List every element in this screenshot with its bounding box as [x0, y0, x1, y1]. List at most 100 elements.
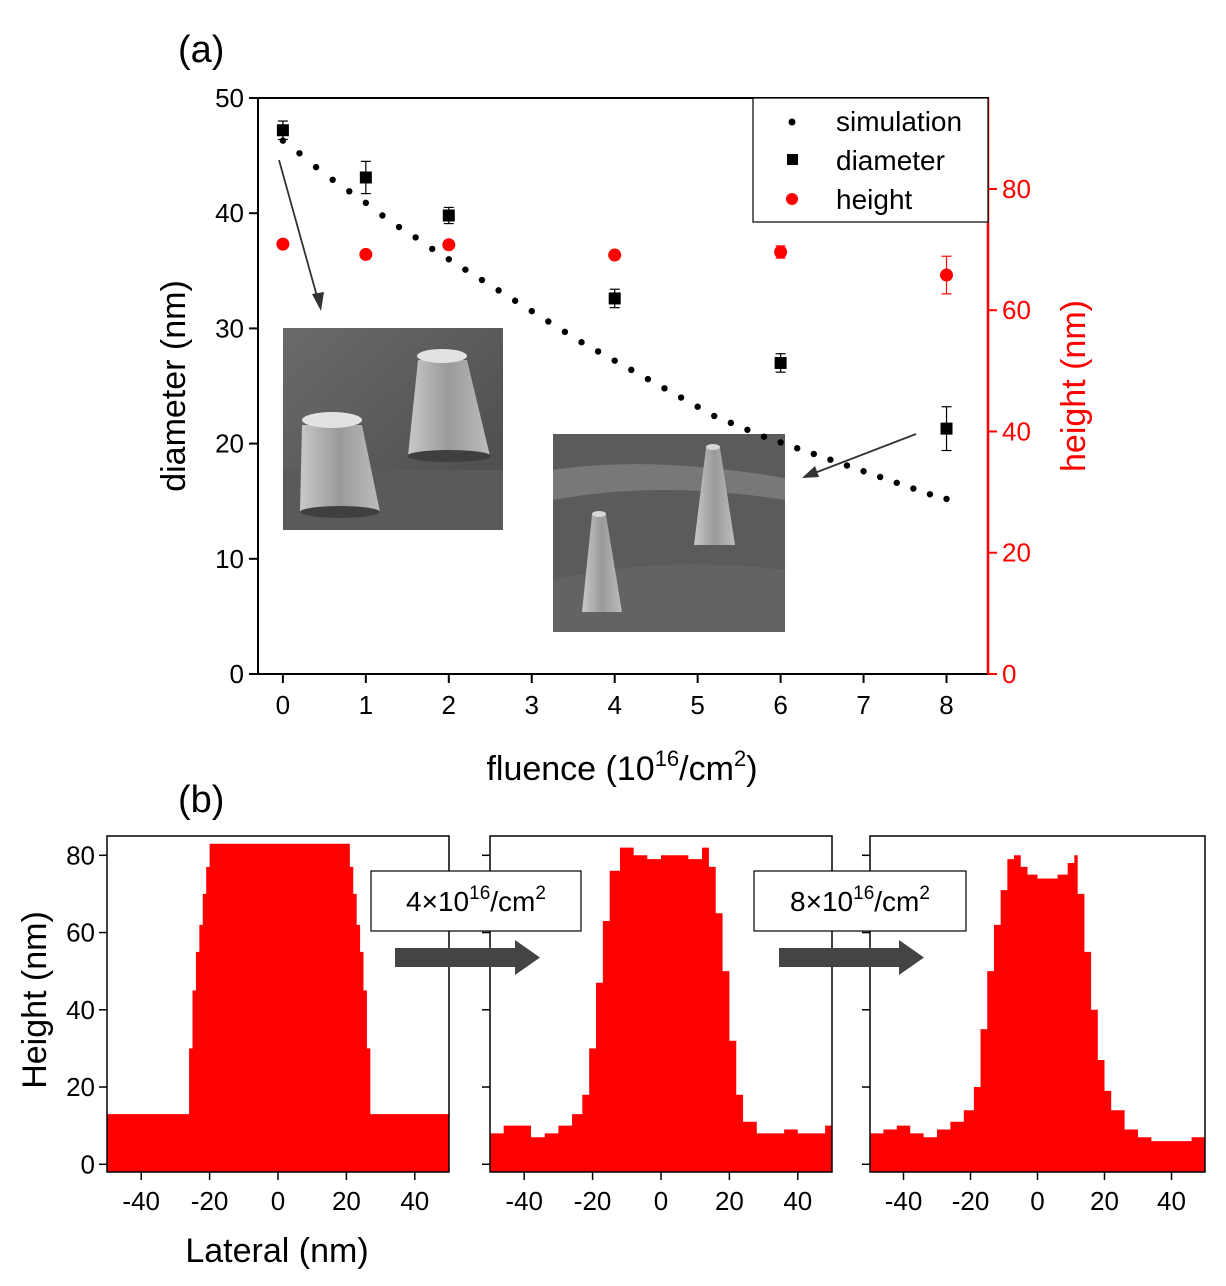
legend-diameter-label: diameter	[836, 145, 945, 176]
simulation-point	[511, 297, 519, 304]
step-label-8e16: 8×1016/cm2	[753, 870, 967, 932]
simulation-point	[578, 339, 585, 346]
simulation-point	[644, 375, 652, 383]
height-point	[774, 245, 788, 259]
y-left-tick-label: 0	[230, 659, 244, 689]
y-axis-label-right: height (nm)	[1055, 300, 1093, 472]
x-tick-label: -40	[122, 1186, 160, 1216]
simulation-point	[611, 357, 618, 364]
x-tick-label: 20	[1090, 1186, 1119, 1216]
x-tick-label: 8	[939, 690, 953, 720]
y-tick-label: 40	[66, 995, 95, 1025]
panel-a: (a) 0 1 2 3 4 5 6 7 8 0 10 20 30 40 50 0 20 40 60 80 flue…	[155, 29, 1093, 788]
y-tick-label: 80	[66, 840, 95, 870]
diameter-point	[940, 422, 953, 435]
y-left-tick-label: 20	[215, 429, 244, 459]
simulation-point	[794, 445, 801, 452]
x-tick-label: 6	[773, 690, 787, 720]
diameter-point	[774, 356, 787, 369]
sem-image-fluence-8	[553, 434, 785, 632]
simulation-point	[810, 450, 817, 458]
simulation-point	[495, 287, 502, 294]
profile-panel-3: -40 -20 0 20 40	[862, 835, 1206, 1216]
simulation-point	[362, 199, 370, 207]
x-tick-label: 40	[783, 1186, 812, 1216]
simulation-point	[312, 163, 320, 171]
simulation-point	[462, 266, 469, 273]
x-tick-label: 2	[442, 690, 456, 720]
simulation-point	[827, 456, 834, 463]
x-tick-label: 7	[856, 690, 870, 720]
x-tick-label: 4	[607, 690, 621, 720]
profile-panels: -40 -20 0 20 40 0 20 40 60 80 -40 -20 0 20 40 -40 -20 0 20…	[66, 835, 1206, 1216]
legend: simulation diameter height	[752, 97, 989, 223]
simulation-point	[561, 328, 569, 336]
y-left-tick-label: 50	[215, 83, 244, 113]
x-axis-label-a: fluence (1016/cm2)	[486, 746, 757, 788]
svg-text:8×1016/cm2: 8×1016/cm2	[790, 883, 930, 917]
diameter-point	[359, 171, 372, 184]
simulation-point	[910, 485, 917, 492]
diameter-point	[276, 124, 289, 137]
step-label-4e16: 4×1016/cm2	[370, 870, 582, 932]
height-point	[276, 237, 290, 251]
simulation-point	[346, 188, 353, 195]
simulation-point	[744, 426, 751, 433]
x-tick-label: 20	[332, 1186, 361, 1216]
simulation-point	[661, 385, 668, 392]
x-tick-label: 0	[654, 1186, 668, 1216]
height-point	[442, 238, 456, 252]
simulation-point	[777, 439, 784, 446]
simulation-point	[379, 212, 386, 219]
x-tick-label: 3	[525, 690, 539, 720]
simulation-point	[329, 176, 336, 183]
y-tick-label: 60	[66, 918, 95, 948]
x-tick-label: -40	[885, 1186, 923, 1216]
panel-a-x-ticks: 0 1 2 3 4 5 6 7 8	[276, 674, 954, 720]
simulation-point	[594, 348, 602, 355]
simulation-point	[528, 307, 535, 315]
profile-panel-1: -40 -20 0 20 40 0 20 40 60 80	[66, 835, 450, 1216]
legend-simulation-marker	[788, 118, 796, 126]
simulation-point	[711, 412, 718, 420]
panel-a-left-y-ticks: 0 10 20 30 40 50	[215, 83, 258, 689]
legend-height-label: height	[836, 184, 913, 215]
y-left-tick-label: 10	[215, 544, 244, 574]
panel-a-label: (a)	[178, 29, 224, 71]
y-right-tick-label: 60	[1002, 295, 1031, 325]
x-tick-label: 1	[359, 690, 373, 720]
height-point	[359, 247, 373, 261]
svg-text:4×1016/cm2: 4×1016/cm2	[406, 883, 546, 917]
y-axis-label-b: Height (nm)	[16, 911, 54, 1089]
step-arrow-2	[779, 940, 924, 975]
simulation-point	[296, 150, 303, 157]
simulation-point	[412, 234, 419, 241]
legend-simulation-label: simulation	[836, 106, 962, 137]
panel-a-right-y-ticks: 0 20 40 60 80	[988, 174, 1031, 689]
simulation-point	[727, 419, 735, 427]
simulation-point	[478, 276, 486, 284]
profile-area-1	[107, 843, 449, 1172]
height-point	[940, 268, 954, 282]
x-tick-label: 5	[690, 690, 704, 720]
step-arrow-1	[395, 940, 540, 975]
sem-image-fluence-0	[283, 328, 503, 530]
x-tick-label: -20	[952, 1186, 990, 1216]
profile-panel-2: -40 -20 0 20 40	[482, 835, 833, 1216]
simulation-point	[628, 366, 635, 374]
x-tick-label: 0	[1030, 1186, 1044, 1216]
simulation-point	[893, 479, 900, 486]
x-tick-label: -20	[191, 1186, 229, 1216]
simulation-point	[943, 495, 950, 503]
simulation-point	[395, 223, 403, 231]
y-tick-label: 0	[81, 1149, 95, 1179]
simulation-point	[760, 433, 768, 440]
x-tick-label: 0	[276, 690, 290, 720]
x-tick-label: -40	[505, 1186, 543, 1216]
profile-area-3	[870, 855, 1205, 1172]
simulation-point	[843, 462, 851, 469]
panel-b: (b) Height (nm) Lateral (nm) -40 -20 0 20 40…	[16, 779, 1206, 1270]
diameter-point	[442, 209, 455, 222]
simulation-point	[926, 491, 934, 498]
x-axis-label-b: Lateral (nm)	[185, 1232, 368, 1270]
